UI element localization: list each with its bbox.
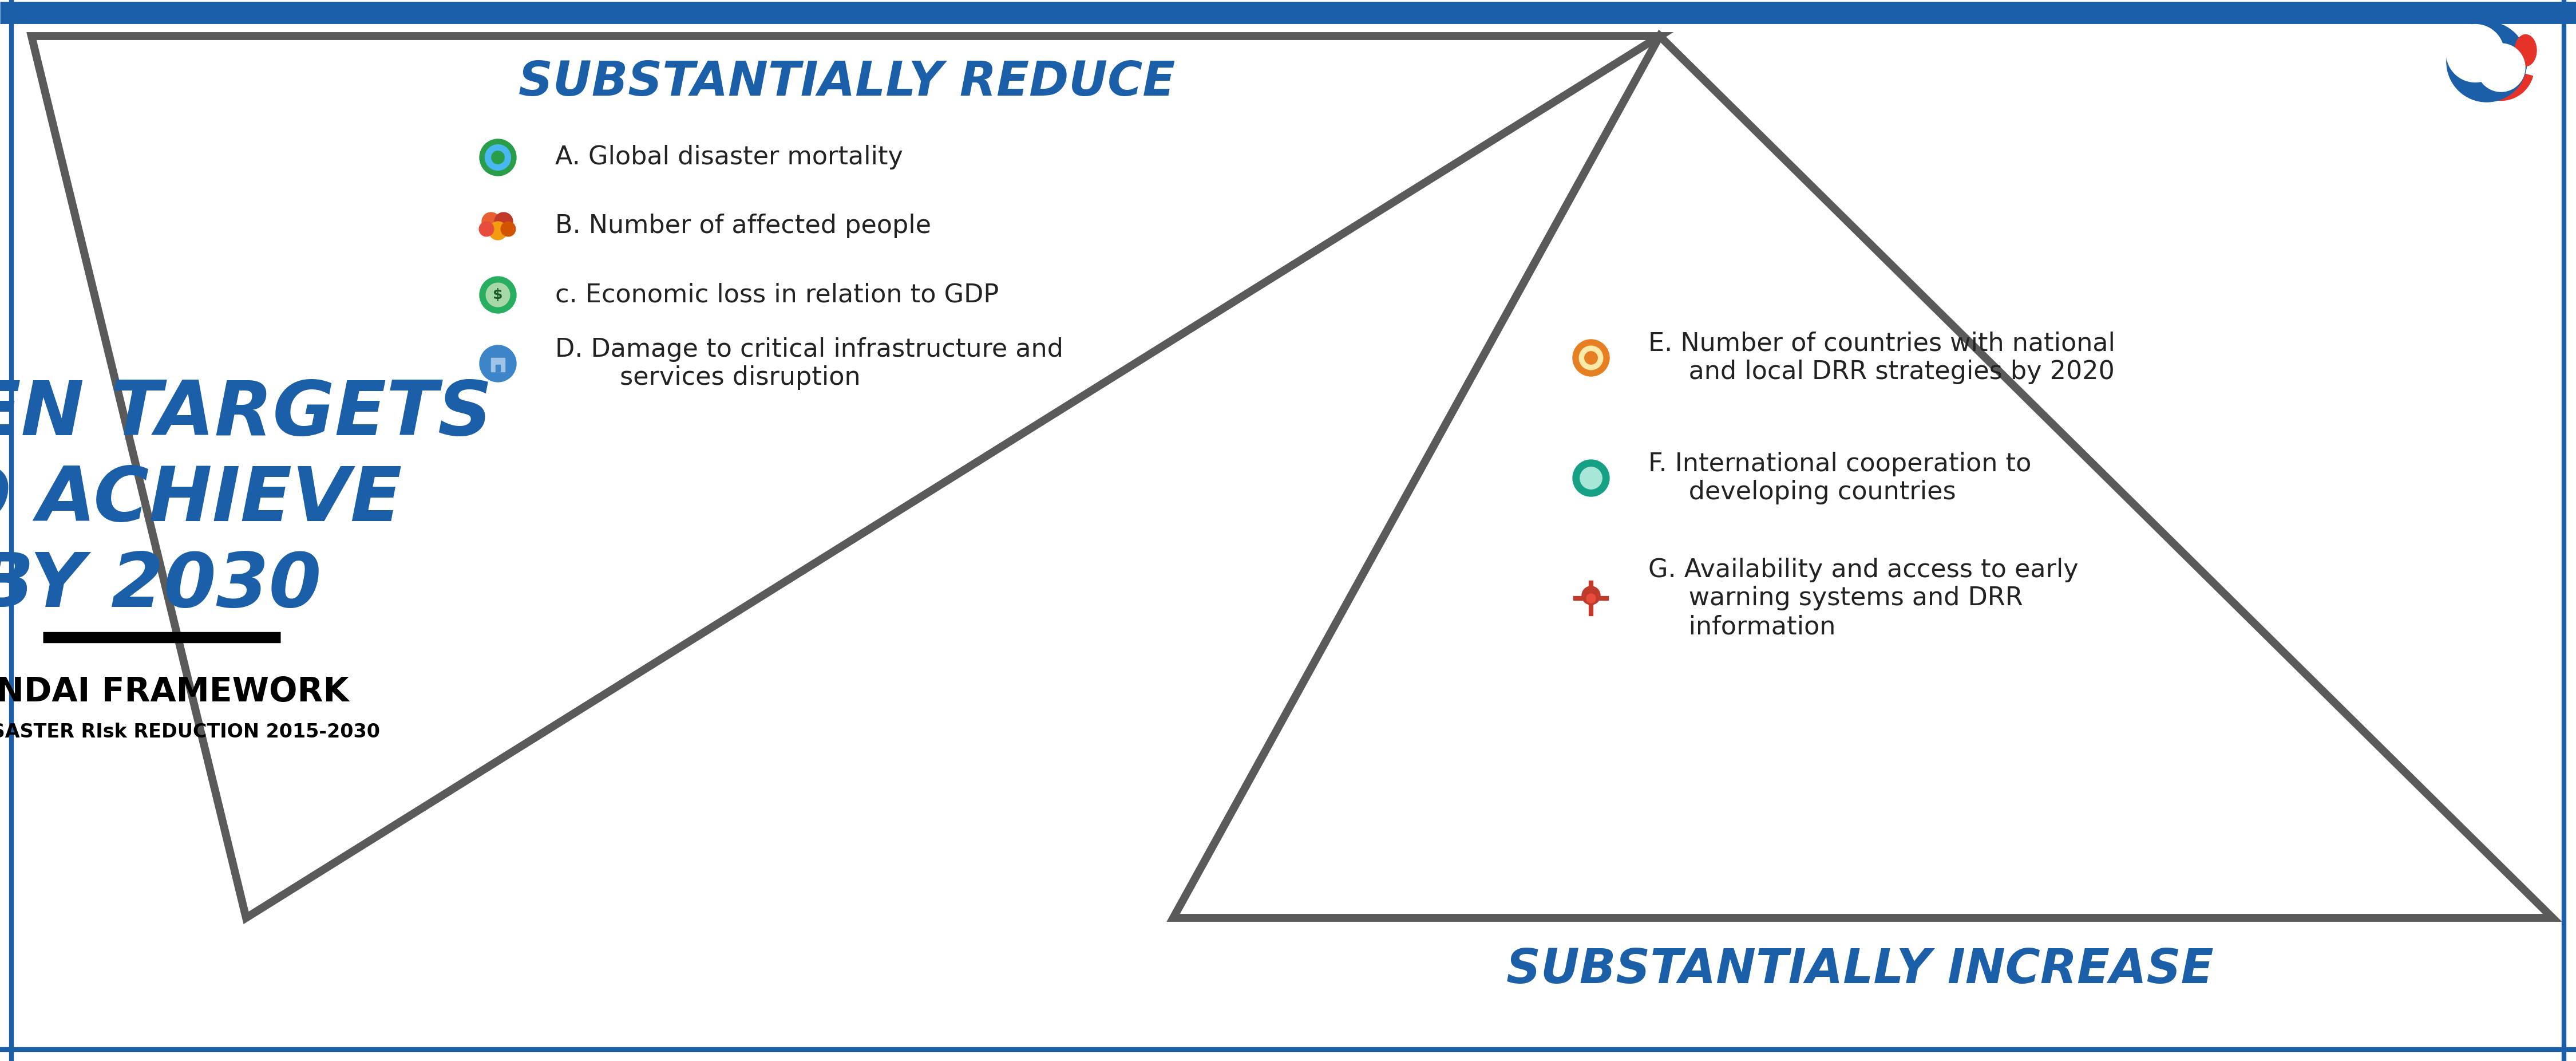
Circle shape	[482, 212, 500, 230]
Circle shape	[492, 151, 505, 163]
Text: D. Damage to critical infrastructure and
        services disruption: D. Damage to critical infrastructure and…	[556, 337, 1064, 390]
Text: F. International cooperation to
     developing countries: F. International cooperation to developi…	[1649, 452, 2032, 505]
Text: FOR DISASTER RIsk REDUCTION 2015-2030: FOR DISASTER RIsk REDUCTION 2015-2030	[0, 723, 381, 742]
Bar	[492, 358, 505, 371]
Text: SEVEN TARGETS: SEVEN TARGETS	[0, 378, 492, 450]
Text: TO ACHIEVE: TO ACHIEVE	[0, 464, 402, 536]
Text: BY 2030: BY 2030	[0, 550, 322, 622]
Circle shape	[495, 212, 513, 230]
Circle shape	[2447, 24, 2504, 82]
Circle shape	[479, 345, 515, 382]
Circle shape	[489, 222, 507, 240]
Circle shape	[1579, 346, 1602, 370]
Text: SENDAI FRAMEWORK: SENDAI FRAMEWORK	[0, 676, 348, 708]
Bar	[495, 365, 500, 371]
Text: G. Availability and access to early
     warning systems and DRR
     informatio: G. Availability and access to early warn…	[1649, 557, 2079, 639]
Text: c. Economic loss in relation to GDP: c. Economic loss in relation to GDP	[556, 282, 999, 308]
Text: A. Global disaster mortality: A. Global disaster mortality	[556, 145, 904, 170]
Circle shape	[2478, 44, 2524, 91]
Circle shape	[1584, 351, 1597, 364]
Wedge shape	[2470, 68, 2532, 101]
Circle shape	[479, 139, 515, 176]
Circle shape	[479, 222, 495, 237]
Text: $: $	[492, 288, 502, 301]
Ellipse shape	[2514, 35, 2537, 66]
Circle shape	[1574, 340, 1610, 377]
Circle shape	[1574, 459, 1610, 497]
Circle shape	[484, 144, 510, 170]
Circle shape	[1582, 587, 1600, 605]
Text: SUBSTANTIALLY REDUCE: SUBSTANTIALLY REDUCE	[518, 58, 1175, 105]
Text: E. Number of countries with national
     and local DRR strategies by 2020: E. Number of countries with national and…	[1649, 331, 2115, 384]
Circle shape	[479, 277, 515, 313]
Circle shape	[1579, 467, 1602, 489]
Circle shape	[500, 222, 515, 237]
Circle shape	[2447, 22, 2527, 102]
Circle shape	[487, 283, 510, 307]
Circle shape	[1587, 594, 1595, 603]
Text: B. Number of affected people: B. Number of affected people	[556, 214, 930, 239]
Text: SUBSTANTIALLY INCREASE: SUBSTANTIALLY INCREASE	[1507, 946, 2213, 993]
